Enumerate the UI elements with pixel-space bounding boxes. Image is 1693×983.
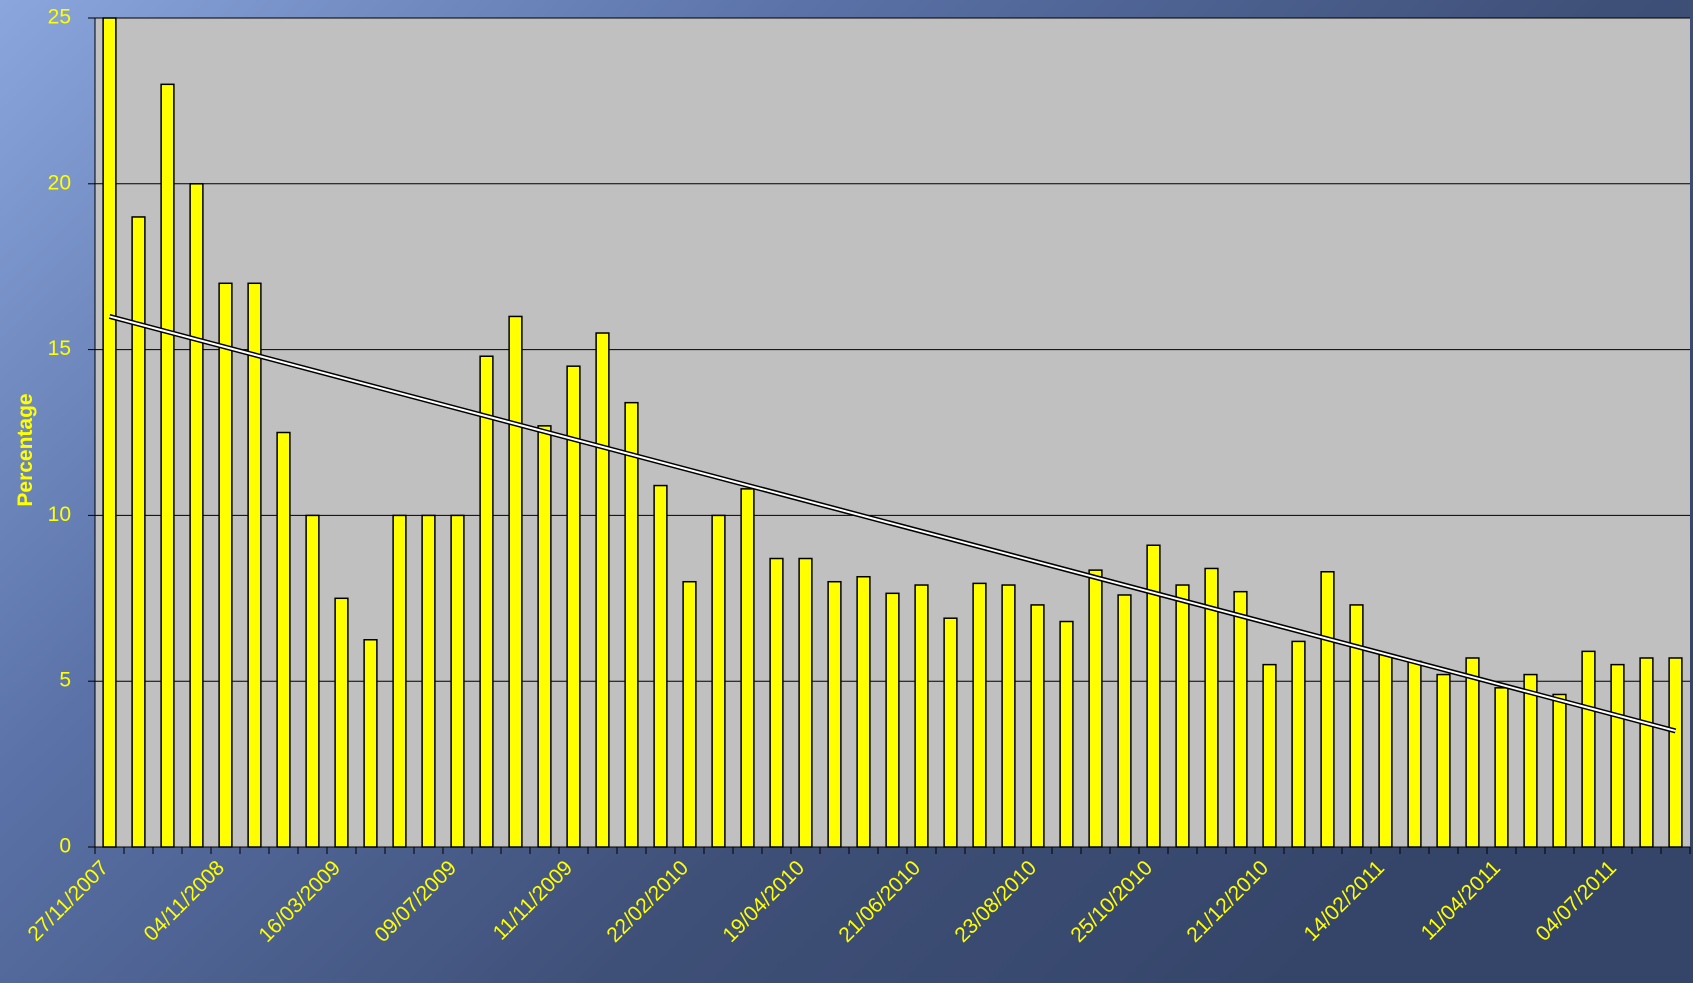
bar — [1436, 673, 1451, 848]
bar — [827, 580, 842, 848]
bar — [914, 584, 929, 848]
y-tick-label: 15 — [48, 337, 71, 360]
y-tick-label: 5 — [59, 669, 71, 692]
bar — [1320, 571, 1335, 848]
y-tick-label: 20 — [48, 171, 71, 194]
bar — [1639, 657, 1654, 848]
bar — [798, 557, 813, 848]
y-tick-label: 10 — [48, 503, 71, 526]
bar — [595, 332, 610, 848]
bar — [566, 365, 581, 848]
bar — [508, 315, 523, 848]
bar — [1204, 567, 1219, 848]
bar — [537, 425, 552, 848]
trendline — [109, 315, 1676, 732]
bar — [653, 484, 668, 848]
bar — [392, 514, 407, 848]
y-axis-label: Percentage — [14, 393, 37, 506]
bar — [682, 580, 697, 848]
bar — [363, 639, 378, 848]
bar — [1088, 569, 1103, 848]
bar — [769, 557, 784, 848]
bar — [218, 282, 233, 848]
bar — [1465, 657, 1480, 848]
y-tick-label: 25 — [48, 6, 71, 29]
bar — [1059, 620, 1074, 848]
bar — [711, 514, 726, 848]
bar — [856, 575, 871, 848]
bar — [740, 488, 755, 848]
bar — [1552, 693, 1567, 848]
bar — [1262, 663, 1277, 848]
bar — [1668, 657, 1683, 848]
bar — [334, 597, 349, 848]
bar — [160, 83, 175, 848]
bar — [247, 282, 262, 848]
bar — [1610, 663, 1625, 848]
bar — [1030, 604, 1045, 848]
bar — [1001, 584, 1016, 848]
bar — [972, 582, 987, 848]
bar — [1349, 604, 1364, 848]
bar — [421, 514, 436, 848]
bar — [624, 401, 639, 848]
bar — [276, 431, 291, 848]
bar — [1523, 673, 1538, 848]
bar — [479, 355, 494, 848]
bar — [1407, 660, 1422, 848]
bar — [1146, 544, 1161, 848]
bar — [450, 514, 465, 848]
bar — [1175, 584, 1190, 848]
bar — [305, 514, 320, 848]
bar — [1291, 640, 1306, 848]
bar — [1581, 650, 1596, 848]
bar — [102, 17, 117, 848]
bar — [131, 216, 146, 848]
bar — [943, 617, 958, 848]
bar — [189, 183, 204, 848]
bar — [1117, 594, 1132, 848]
y-tick-label: 0 — [59, 835, 71, 858]
bar — [1233, 590, 1248, 848]
bar — [1378, 653, 1393, 848]
bar — [885, 592, 900, 848]
bar — [1494, 687, 1509, 848]
